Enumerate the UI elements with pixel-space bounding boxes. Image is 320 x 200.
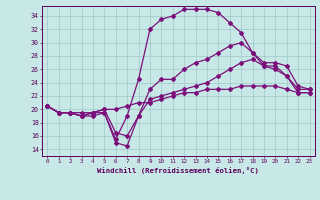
X-axis label: Windchill (Refroidissement éolien,°C): Windchill (Refroidissement éolien,°C)	[98, 167, 259, 174]
